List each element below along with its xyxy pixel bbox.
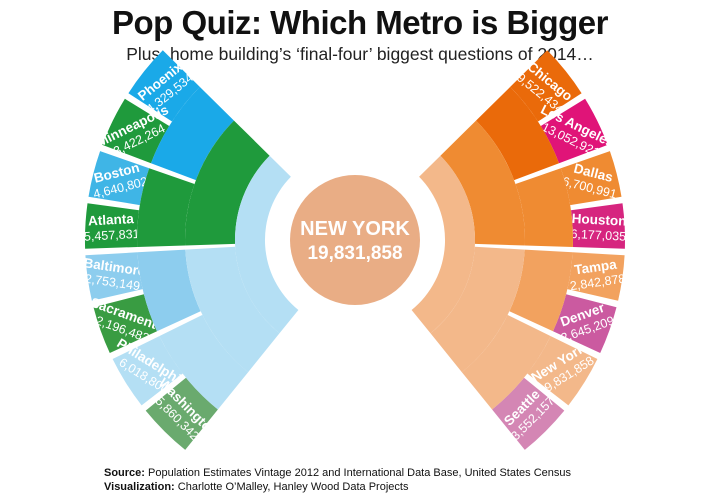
visualization-text: Charlotte O’Malley, Hanley Wood Data Pro… <box>177 481 409 493</box>
city-tile-shape <box>492 377 565 450</box>
left-round2-tile <box>136 168 195 247</box>
city-tile-shape <box>88 151 150 206</box>
right-round2-tile <box>509 249 573 332</box>
city-tile-shape <box>112 336 183 406</box>
left-round3-tile <box>185 120 270 246</box>
champion-circle-fill <box>290 175 420 305</box>
city-tile-shape <box>560 151 622 206</box>
credits: Source: Population Estimates Vintage 201… <box>104 466 571 494</box>
right-round3-tile <box>430 246 525 373</box>
right-round2-tile <box>515 168 574 247</box>
visualization-line: Visualization: Charlotte O’Malley, Hanle… <box>104 480 571 494</box>
right-round2-tile <box>461 314 551 410</box>
left-round2-tile <box>151 86 234 181</box>
page-title: Pop Quiz: Which Metro is Bigger <box>112 4 609 41</box>
champion-name: NEW YORK <box>300 218 410 240</box>
city-tile-shape <box>102 98 170 164</box>
left-round2-tile <box>159 314 249 410</box>
visualization-label: Visualization: <box>104 481 175 493</box>
city-name: Houston <box>571 211 626 229</box>
city-name: Atlanta <box>88 211 135 228</box>
city-tile-shape <box>510 50 582 122</box>
city-name: Tampa <box>573 257 618 278</box>
city-tile-shape <box>128 50 200 122</box>
right-round2-tile <box>476 86 559 181</box>
city-tile-shape <box>93 294 157 353</box>
champion-population: 19,831,858 <box>307 243 402 264</box>
right-round4-tile <box>411 155 476 334</box>
source-text: Population Estimates Vintage 2012 and In… <box>148 467 571 479</box>
city-tile-shape <box>553 294 617 353</box>
left-round4-tile <box>234 155 299 334</box>
city-tile-shape <box>527 336 598 406</box>
champion-circle[interactable]: NEW YORK 19,831,858 <box>287 172 423 308</box>
city-tile-shape <box>145 377 218 450</box>
city-population: 6,177,035 <box>570 227 626 244</box>
city-tile-shape <box>84 203 139 249</box>
city-tile-shape <box>571 203 626 249</box>
right-round3-tile <box>440 120 525 246</box>
source-label: Source: <box>104 467 145 479</box>
city-tile-shape <box>567 252 625 301</box>
page-subtitle: Plus, home building’s ‘final-four’ bigge… <box>126 44 594 64</box>
left-round3-tile <box>185 246 280 373</box>
city-tile-shape <box>85 252 143 301</box>
city-population: 5,457,831 <box>84 227 140 244</box>
left-round2-tile <box>137 249 201 332</box>
left-half-bracket: Phoenix4,329,534Minneapolis3,422,264Bost… <box>81 50 299 451</box>
city-tile-shape <box>540 98 608 164</box>
source-line: Source: Population Estimates Vintage 201… <box>104 466 571 480</box>
